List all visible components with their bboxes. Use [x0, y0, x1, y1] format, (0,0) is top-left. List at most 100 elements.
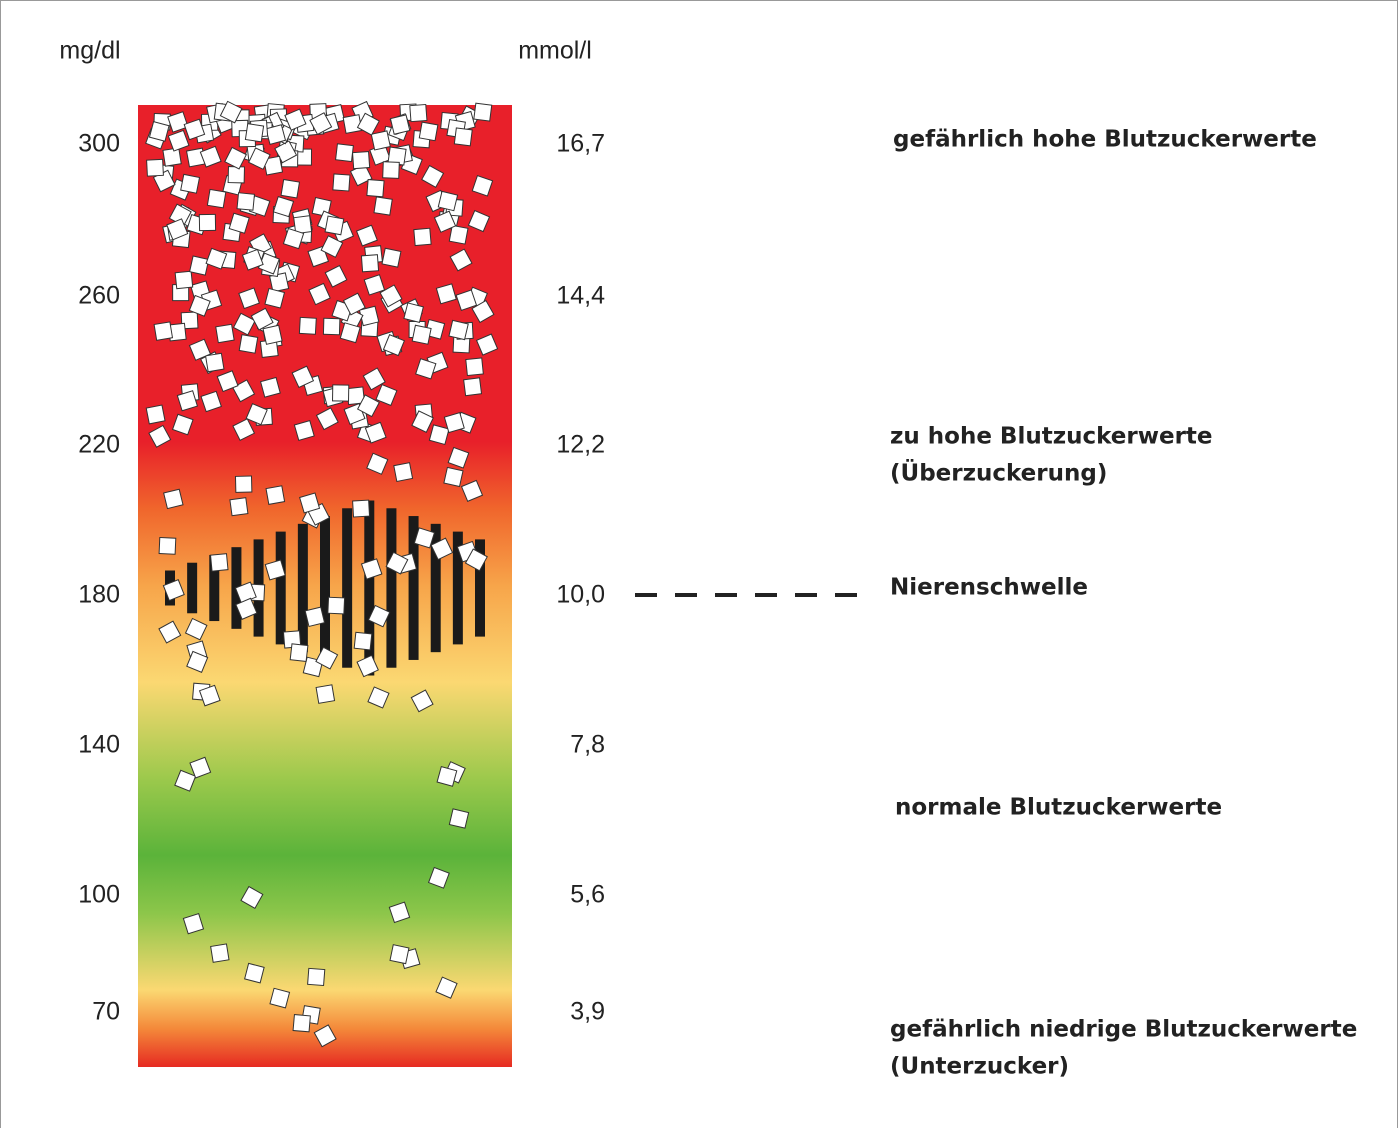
- sugar-cube: [474, 103, 492, 121]
- sugar-cube: [199, 214, 215, 230]
- sugar-cube: [353, 500, 370, 517]
- mmol-label: 16,7: [556, 130, 605, 158]
- bar: [386, 508, 396, 667]
- sugar-cube: [449, 225, 468, 244]
- mgdl-label: 220: [78, 431, 120, 459]
- sugar-cube: [437, 767, 457, 787]
- sugar-cube: [454, 128, 472, 146]
- sugar-cube: [336, 144, 354, 162]
- sugar-cube: [305, 607, 324, 626]
- sugar-cube: [429, 425, 449, 445]
- sugar-cube: [266, 125, 286, 145]
- sugar-cube: [207, 189, 225, 207]
- mgdl-label: 300: [78, 130, 120, 158]
- sugar-cube: [414, 228, 431, 245]
- sugar-cube: [149, 122, 169, 142]
- sugar-cube: [230, 498, 248, 516]
- sugar-cube: [449, 809, 468, 828]
- sugar-cube: [211, 944, 229, 962]
- sugar-cube: [390, 115, 409, 134]
- sugar-cube: [404, 303, 423, 322]
- zone-label: (Überzuckerung): [890, 459, 1107, 487]
- zone-label: normale Blutzuckerwerte: [895, 795, 1222, 821]
- sugar-cube: [328, 597, 345, 614]
- zone-label: gefährlich hohe Blutzuckerwerte: [893, 127, 1317, 153]
- sugar-cube: [163, 148, 181, 166]
- sugar-cube: [464, 378, 482, 396]
- zone-label: zu hohe Blutzuckerwerte: [890, 424, 1213, 450]
- bar: [276, 532, 286, 645]
- sugar-cube: [265, 289, 284, 308]
- sugar-cube: [438, 191, 457, 210]
- mmol-label: 14,4: [556, 282, 605, 310]
- zone-label: Nierenschwelle: [890, 575, 1088, 601]
- mgdl-label: 100: [78, 881, 120, 909]
- sugar-cube: [308, 968, 325, 985]
- sugar-cube: [211, 554, 228, 571]
- sugar-cube: [237, 193, 254, 210]
- sugar-cube: [164, 489, 183, 508]
- page-body: {"units": {"left": "mg/dl", "right": "mm…: [0, 0, 1399, 1128]
- sugar-cube: [293, 1015, 310, 1032]
- sugar-cube: [374, 197, 392, 215]
- sugar-cube: [419, 122, 438, 141]
- sugar-cube: [383, 162, 400, 179]
- zone-label: (Unterzucker): [890, 1054, 1069, 1080]
- zones: gefährlich hohe Blutzuckerwerte zu hohe B…: [890, 127, 1357, 1080]
- sugar-cube: [290, 644, 308, 662]
- sugar-cube: [245, 963, 264, 982]
- sugar-cube: [371, 131, 390, 150]
- bar: [320, 516, 330, 660]
- mmol-label: 10,0: [556, 581, 605, 609]
- sugar-cube: [190, 256, 209, 275]
- sugar-cube: [146, 405, 165, 424]
- sugar-cube: [216, 324, 234, 342]
- sugar-cube: [325, 216, 344, 235]
- sugar-cube: [394, 463, 413, 482]
- sugar-cube: [299, 317, 316, 334]
- sugar-cube: [410, 104, 427, 121]
- sugar-cube: [281, 180, 299, 198]
- mgdl-label: 70: [92, 998, 120, 1026]
- mgdl-label: 180: [78, 581, 120, 609]
- sugar-cube: [266, 486, 285, 505]
- sugar-cube: [228, 167, 244, 183]
- sugar-cube: [354, 632, 372, 650]
- unit-right: mmol/l: [518, 37, 592, 65]
- sugar-cube: [181, 174, 200, 193]
- sugar-cube: [449, 320, 468, 339]
- sugar-cube: [444, 467, 463, 486]
- sugar-cube: [316, 685, 334, 703]
- mmol-label: 3,9: [570, 998, 605, 1026]
- mmol-label: 12,2: [556, 431, 605, 459]
- sugar-cube: [390, 945, 409, 964]
- sugar-cube: [261, 378, 281, 398]
- sugar-cube: [159, 538, 176, 555]
- sugar-cube: [323, 318, 339, 334]
- diagram: mg/dl mmol/l 300 16,7 260 14,4 220 12,2 180 10,…: [0, 0, 1399, 1128]
- sugar-cube: [412, 325, 431, 344]
- bar: [187, 563, 197, 614]
- sugar-cube: [367, 180, 384, 197]
- sugar-cube: [382, 248, 401, 267]
- mmol-label: 5,6: [570, 881, 605, 909]
- sugar-cube: [154, 322, 172, 340]
- sugar-cube: [466, 358, 484, 376]
- sugar-cube: [206, 353, 224, 371]
- sugar-cube: [175, 271, 193, 289]
- sugar-cube: [147, 159, 164, 176]
- unit-left: mg/dl: [59, 37, 120, 65]
- page: Blutzucker body { margin: 0; background:…: [0, 0, 1399, 1128]
- sugar-cube: [353, 152, 370, 169]
- sugar-cube: [245, 124, 263, 142]
- bar: [342, 508, 352, 667]
- sugar-cube: [235, 476, 251, 492]
- sugar-cube: [361, 255, 378, 272]
- mgdl-label: 260: [78, 282, 120, 310]
- mmol-label: 7,8: [570, 731, 605, 759]
- sugar-cube: [270, 988, 290, 1008]
- zone-label: gefährlich niedrige Blutzuckerwerte: [890, 1017, 1357, 1043]
- sugar-cube: [239, 335, 257, 353]
- sugar-cube: [263, 325, 282, 344]
- sugar-cube: [333, 385, 349, 401]
